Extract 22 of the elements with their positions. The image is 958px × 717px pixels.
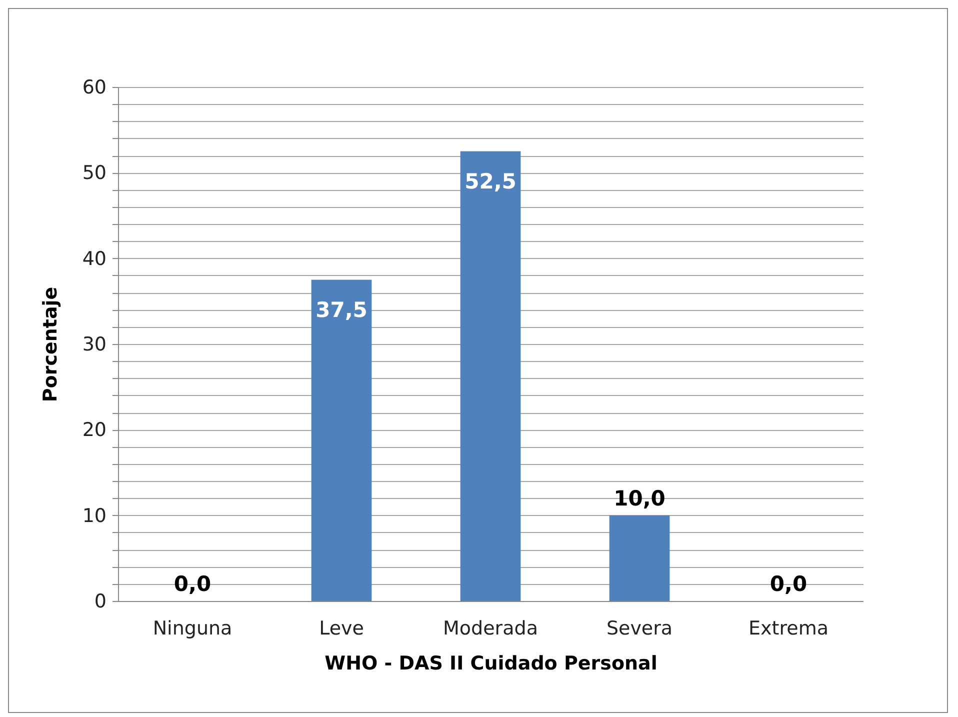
data-label: 52,5: [464, 169, 516, 194]
x-tick-label: Moderada: [443, 618, 538, 640]
x-tick-label: Leve: [319, 618, 364, 640]
x-tick-label: Ninguna: [152, 618, 232, 640]
y-tick-label: 50: [82, 162, 106, 184]
y-tick-label: 60: [82, 76, 106, 98]
y-axis-title: Porcentaje: [39, 286, 62, 402]
bar: [311, 280, 372, 601]
x-tick-label: Extrema: [748, 618, 828, 640]
bar: [460, 151, 521, 601]
bar: [609, 515, 670, 601]
data-label: 37,5: [316, 298, 368, 322]
data-label: 0,0: [770, 572, 808, 596]
x-tick-label: Severa: [606, 618, 673, 640]
y-tick-label: 30: [82, 334, 106, 356]
data-label: 0,0: [174, 572, 212, 596]
y-tick-label: 10: [82, 504, 106, 527]
y-tick-label: 0: [94, 590, 106, 612]
y-tick-label: 40: [82, 248, 106, 270]
data-label: 10,0: [614, 486, 666, 510]
y-tick-label: 20: [82, 419, 106, 442]
x-axis-title: WHO - DAS II Cuidado Personal: [324, 652, 658, 674]
